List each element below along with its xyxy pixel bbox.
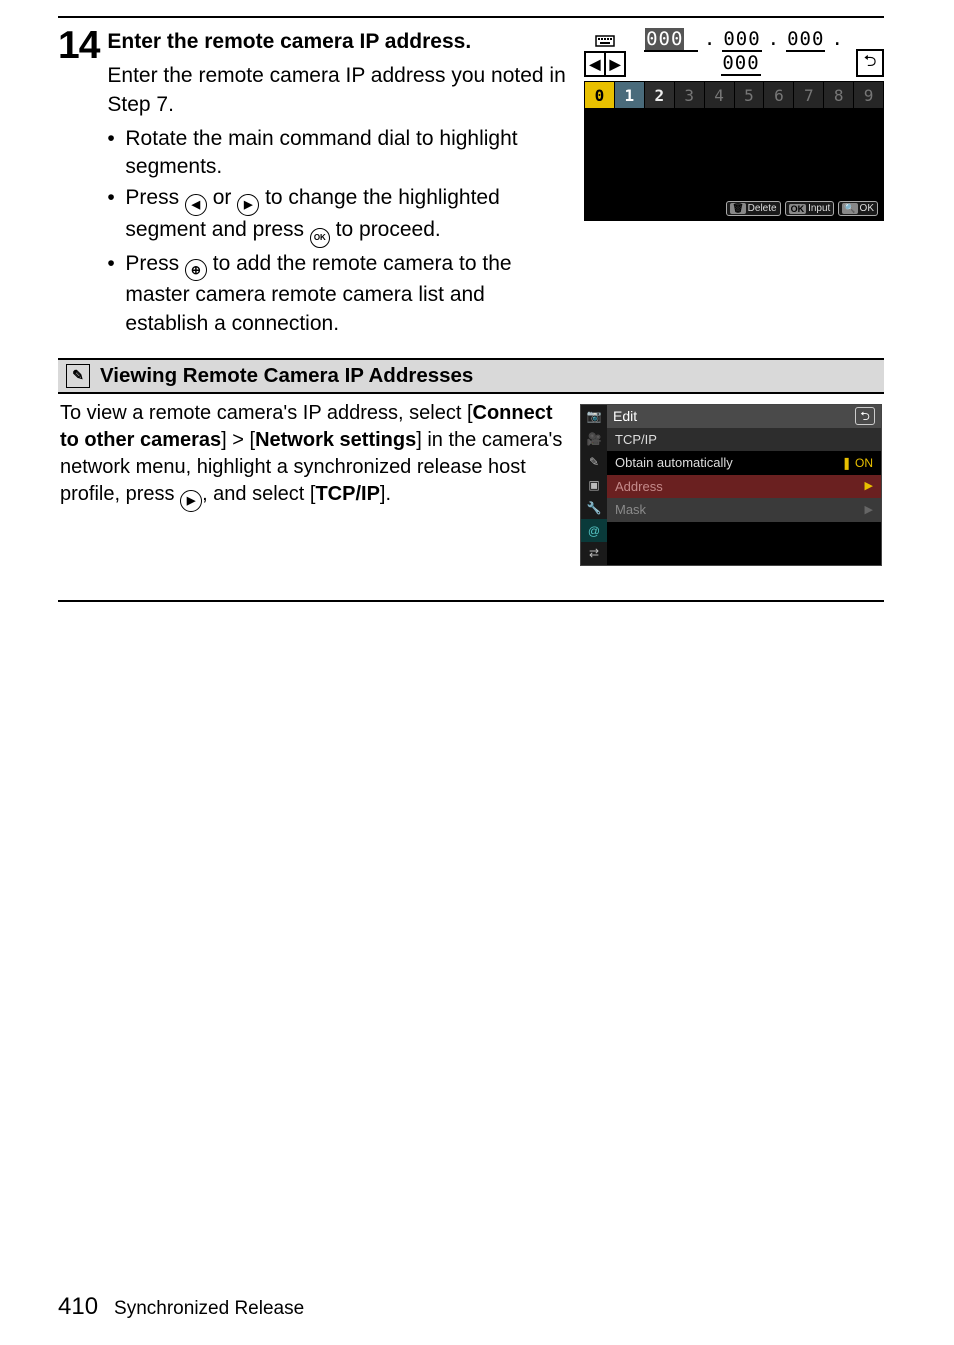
note-heading: Viewing Remote Camera IP Addresses <box>100 364 473 388</box>
multi-left-icon: ◀ <box>185 194 207 216</box>
step-heading: Enter the remote camera IP address. <box>107 28 568 56</box>
pencil-icon: ✎ <box>66 364 90 388</box>
menu-tabs: 📷 🎥 ✎ ▣ 🔧 @ ⇄ <box>581 405 607 565</box>
input-pill: OKInput <box>785 201 835 216</box>
camera-menu-illustration: 📷 🎥 ✎ ▣ 🔧 @ ⇄ Edit ⮌ TCP/IP Obtain autom… <box>580 404 882 566</box>
multi-right-icon: ▶ <box>237 194 259 216</box>
arrow-right-icon: ▶ <box>604 53 624 75</box>
multi-right-icon: ▶ <box>180 490 202 512</box>
arrow-left-icon: ◀ <box>586 53 604 75</box>
number-row: 0 1 2 3 4 5 6 7 8 9 <box>584 81 884 109</box>
menu-back-icon: ⮌ <box>855 407 875 425</box>
ip-seg-hl: 000 <box>645 28 684 50</box>
page-footer: 410 Synchronized Release <box>58 1293 304 1321</box>
page-number: 410 <box>58 1293 98 1321</box>
note-block: ✎ Viewing Remote Camera IP Addresses 📷 🎥… <box>58 358 884 602</box>
tab-video-icon: 🎥 <box>581 428 607 451</box>
step-block: 14 Enter the remote camera IP address. E… <box>58 26 568 340</box>
menu-row-address: Address ▶ <box>607 475 881 499</box>
zoom-in-icon: ⊕ <box>185 259 207 281</box>
delete-pill: 🗑Delete <box>726 201 780 216</box>
step-number: 14 <box>58 26 99 65</box>
tab-setup-icon: 🔧 <box>581 496 607 519</box>
note-heading-bar: ✎ Viewing Remote Camera IP Addresses <box>58 358 884 394</box>
ok-pill: 🔍OK <box>838 201 878 216</box>
note-body: 📷 🎥 ✎ ▣ 🔧 @ ⇄ Edit ⮌ TCP/IP Obtain autom… <box>58 394 884 576</box>
ip-entry-buttons: 🗑Delete OKInput 🔍OK <box>726 201 878 216</box>
note-bottom-rule <box>58 600 884 602</box>
step-paragraph: Enter the remote camera IP address you n… <box>107 62 568 119</box>
keyboard-stack: ◀ ▶ <box>584 29 626 77</box>
menu-section: TCP/IP <box>607 428 881 452</box>
tab-network-icon: @ <box>581 519 607 542</box>
bullet-2: Press ◀ or ▶ to change the highlighted s… <box>107 184 568 249</box>
left-right-arrows: ◀ ▶ <box>584 51 626 77</box>
menu-row-mask: Mask ▶ <box>607 498 881 522</box>
ok-button-icon: OK <box>310 228 330 248</box>
keyboard-icon <box>595 29 615 49</box>
tab-pencil-icon: ✎ <box>581 451 607 474</box>
tab-mymenu-icon: ⇄ <box>581 542 607 565</box>
ip-entry-illustration: ◀ ▶ 000..000.000.000 ⮌ 0 1 2 3 4 5 6 7 8… <box>584 28 884 221</box>
menu-row-obtain: Obtain automatically ❚ ON <box>607 451 881 475</box>
ip-display: 000..000.000.000 <box>630 28 852 77</box>
tab-play-icon: ▣ <box>581 473 607 496</box>
section-title: Synchronized Release <box>114 1298 304 1320</box>
chevron-right-icon: ▶ <box>865 479 873 494</box>
menu-header: Edit ⮌ <box>607 405 881 428</box>
back-icon: ⮌ <box>856 49 884 77</box>
top-rule <box>58 16 884 18</box>
bullet-1: Rotate the main command dial to highligh… <box>107 125 568 182</box>
bullet-3: Press ⊕ to add the remote camera to the … <box>107 250 568 338</box>
tab-photo-icon: 📷 <box>581 405 607 428</box>
